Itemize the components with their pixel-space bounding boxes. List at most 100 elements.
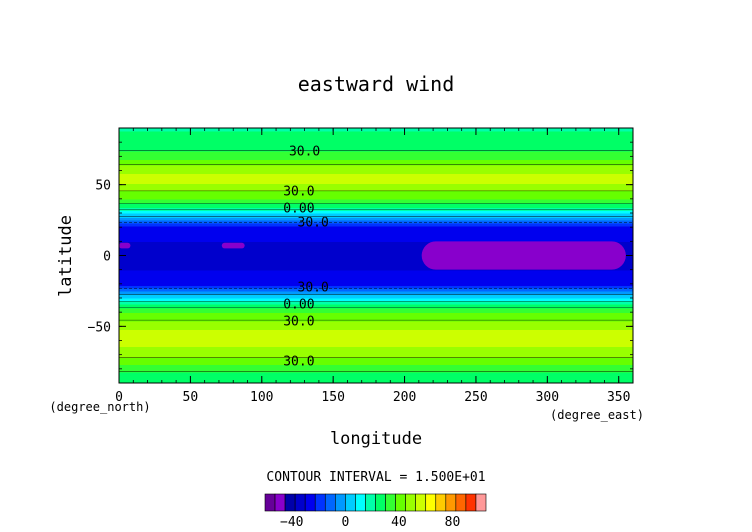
field-band [119,358,633,361]
field-band [119,268,633,271]
x-tick-label: 150 [321,390,344,405]
field-band [119,177,633,180]
field-band [119,239,633,242]
colorbar-swatch [324,493,336,512]
x-tick-label: 200 [393,390,416,405]
field-band [119,186,633,189]
field-band [119,230,633,233]
field-band [119,305,633,308]
field-band [119,333,633,336]
field-band [119,299,633,302]
field-band [119,293,633,296]
field-band [119,152,633,155]
field-band [119,295,633,298]
field-band [119,320,633,323]
field-band [119,300,633,303]
contour-label: 30.0 [283,354,314,369]
field-band [119,275,633,278]
field-band [119,296,633,299]
field-band [119,245,633,248]
field-band [119,169,633,172]
field-band [119,341,633,344]
field-band [119,286,633,289]
field-band [119,143,633,146]
contour-field [119,128,633,384]
field-band [119,132,633,135]
field-band [119,377,633,380]
colorbar-swatch [415,493,427,512]
field-band [119,292,633,295]
field-band [119,207,633,210]
field-band [119,227,633,230]
field-band [119,312,633,315]
field-band [119,133,633,136]
field-band [119,213,633,216]
field-band [119,237,633,240]
x-tick-label: 350 [607,390,630,405]
chart-title: eastward wind [298,72,455,96]
y-tick-label: 0 [103,250,111,265]
contour-label: 0.00 [283,298,314,313]
field-band [119,218,633,221]
field-band [119,181,633,184]
field-band [119,262,633,265]
field-band [119,252,633,255]
field-band [119,183,633,186]
field-band [119,235,633,238]
field-band [119,204,633,207]
field-band [119,153,633,156]
field-band [119,135,633,138]
colorbar-swatch [314,493,326,512]
field-band [119,251,633,254]
field-band [119,329,633,332]
field-band [119,197,633,200]
colorbar-swatch [375,493,386,512]
field-band [119,330,633,333]
field-band [119,203,633,206]
colorbar-tick-label: −40 [280,515,303,530]
field-band [119,173,633,176]
field-band [119,283,633,286]
field-band [119,323,633,326]
field-band [119,190,633,193]
field-band [119,224,633,227]
field-band [119,340,633,343]
field-band [119,154,633,157]
field-band [119,255,633,258]
contour-label: 30.0 [283,184,314,199]
field-band [119,374,633,377]
field-band [119,368,633,371]
field-band [119,375,633,378]
field-band [119,231,633,234]
field-band [119,201,633,204]
contour-interval-label: CONTOUR INTERVAL = 1.500E+01 [266,470,485,485]
anomaly-region [119,242,131,249]
field-band [119,378,633,381]
field-band [119,167,633,170]
x-tick-label: 0 [115,390,123,405]
field-band [119,361,633,364]
field-band [119,194,633,197]
field-band [119,322,633,325]
field-band [119,228,633,231]
field-band [119,142,633,145]
field-band [119,351,633,354]
field-band [119,184,633,187]
colorbar: −40 0 40 80 [264,493,487,530]
field-band [119,205,633,208]
colorbar-swatch [475,493,487,512]
field-band [119,180,633,183]
x-axis-label: longitude [330,429,422,449]
field-band [119,279,633,282]
contour-label: 0.00 [283,201,314,216]
colorbar-swatch [294,493,306,512]
field-band [119,259,633,262]
contour-label: 30.0 [298,216,329,231]
field-band [119,244,633,247]
field-band [119,261,633,264]
field-band [119,373,633,376]
colorbar-swatch [395,493,406,512]
colorbar-swatch [465,493,477,512]
